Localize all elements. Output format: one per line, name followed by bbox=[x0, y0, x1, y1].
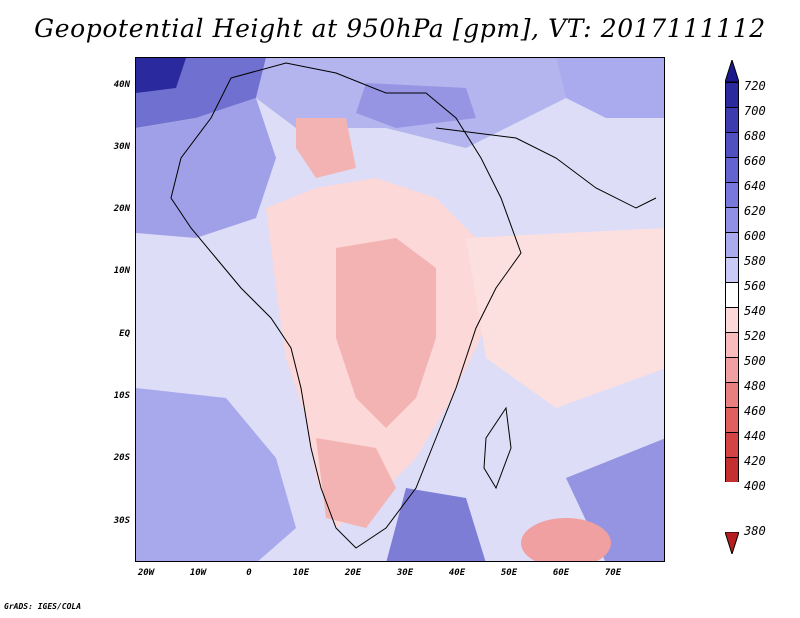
colorbar-swatch bbox=[725, 207, 739, 232]
contour-lower-east-africa bbox=[336, 238, 436, 428]
colorbar-swatch bbox=[725, 282, 739, 307]
lon-tick-label: 40E bbox=[448, 568, 466, 578]
colorbar-label: 540 bbox=[744, 304, 766, 318]
colorbar-label: 520 bbox=[744, 329, 766, 343]
lon-tick-label: 70E bbox=[604, 568, 622, 578]
colorbar-bottom-arrow bbox=[725, 532, 739, 554]
lon-tick-label: 30E bbox=[396, 568, 414, 578]
colorbar-swatch bbox=[725, 382, 739, 407]
colorbar-swatch bbox=[725, 82, 739, 107]
lat-tick-label: 10N bbox=[113, 266, 130, 276]
lat-tick-label: 10S bbox=[113, 391, 130, 401]
colorbar-label: 480 bbox=[744, 379, 766, 393]
map-plot-area bbox=[135, 57, 665, 562]
lat-tick-label: 30S bbox=[113, 516, 130, 526]
colorbar-swatch bbox=[725, 157, 739, 182]
africa-coastline bbox=[170, 62, 522, 549]
colorbar-swatch bbox=[725, 357, 739, 382]
contour-low-cell bbox=[521, 518, 611, 561]
colorbar-swatch bbox=[725, 132, 739, 157]
colorbar-swatch bbox=[725, 182, 739, 207]
contour-max-nw bbox=[136, 58, 186, 93]
contour-s-africa bbox=[386, 488, 486, 561]
lat-tick-label: 30N bbox=[113, 142, 130, 152]
colorbar-label: 420 bbox=[744, 454, 766, 468]
colorbar-label: 380 bbox=[744, 524, 766, 538]
lat-tick-label: EQ bbox=[119, 329, 130, 339]
chart-title: Geopotential Height at 950hPa [gpm], VT:… bbox=[34, 14, 766, 43]
contour-w-sahara bbox=[136, 98, 276, 238]
colorbar-swatch bbox=[725, 332, 739, 357]
lon-tick-label: 10E bbox=[292, 568, 310, 578]
colorbar-label: 620 bbox=[744, 204, 766, 218]
contour-se-indian bbox=[566, 438, 664, 561]
contour-med-med bbox=[356, 83, 476, 128]
grads-credit: GrADS: IGES/COLA bbox=[4, 602, 82, 611]
lon-tick-label: 50E bbox=[500, 568, 518, 578]
colorbar-label: 700 bbox=[744, 104, 766, 118]
colorbar-swatch bbox=[725, 432, 739, 457]
arabia-coastline bbox=[435, 127, 657, 209]
colorbar-swatch bbox=[725, 257, 739, 282]
lon-tick-label: 0 bbox=[246, 568, 252, 578]
colorbar-label: 440 bbox=[744, 429, 766, 443]
colorbar-label: 720 bbox=[744, 79, 766, 93]
lon-tick-label: 60E bbox=[552, 568, 570, 578]
lon-tick-label: 20W bbox=[137, 568, 155, 578]
lon-tick-label: 10W bbox=[189, 568, 207, 578]
colorbar-label: 640 bbox=[744, 179, 766, 193]
lat-tick-label: 40N bbox=[113, 80, 130, 90]
colorbar-label: 460 bbox=[744, 404, 766, 418]
colorbar-label: 400 bbox=[744, 479, 766, 493]
colorbar-label: 660 bbox=[744, 154, 766, 168]
colorbar-swatch bbox=[725, 457, 739, 482]
colorbar-swatch bbox=[725, 232, 739, 257]
colorbar-swatch bbox=[725, 107, 739, 132]
colorbar-label: 680 bbox=[744, 129, 766, 143]
colorbar-swatch bbox=[725, 307, 739, 332]
colorbar-swatch bbox=[725, 407, 739, 432]
madagascar-coastline bbox=[483, 406, 512, 490]
lat-tick-label: 20S bbox=[113, 453, 130, 463]
colorbar-label: 600 bbox=[744, 229, 766, 243]
lat-tick-label: 20N bbox=[113, 204, 130, 214]
colorbar-label: 500 bbox=[744, 354, 766, 368]
contour-low-sahara bbox=[296, 118, 356, 178]
lon-tick-label: 20E bbox=[344, 568, 362, 578]
contour-ne bbox=[556, 58, 664, 118]
contour-sw-atlantic bbox=[136, 388, 296, 561]
colorbar-label: 580 bbox=[744, 254, 766, 268]
contour-low-south bbox=[316, 438, 396, 528]
colorbar-top-arrow bbox=[725, 60, 739, 82]
colorbar-label: 560 bbox=[744, 279, 766, 293]
contour-low-indian bbox=[466, 228, 664, 408]
